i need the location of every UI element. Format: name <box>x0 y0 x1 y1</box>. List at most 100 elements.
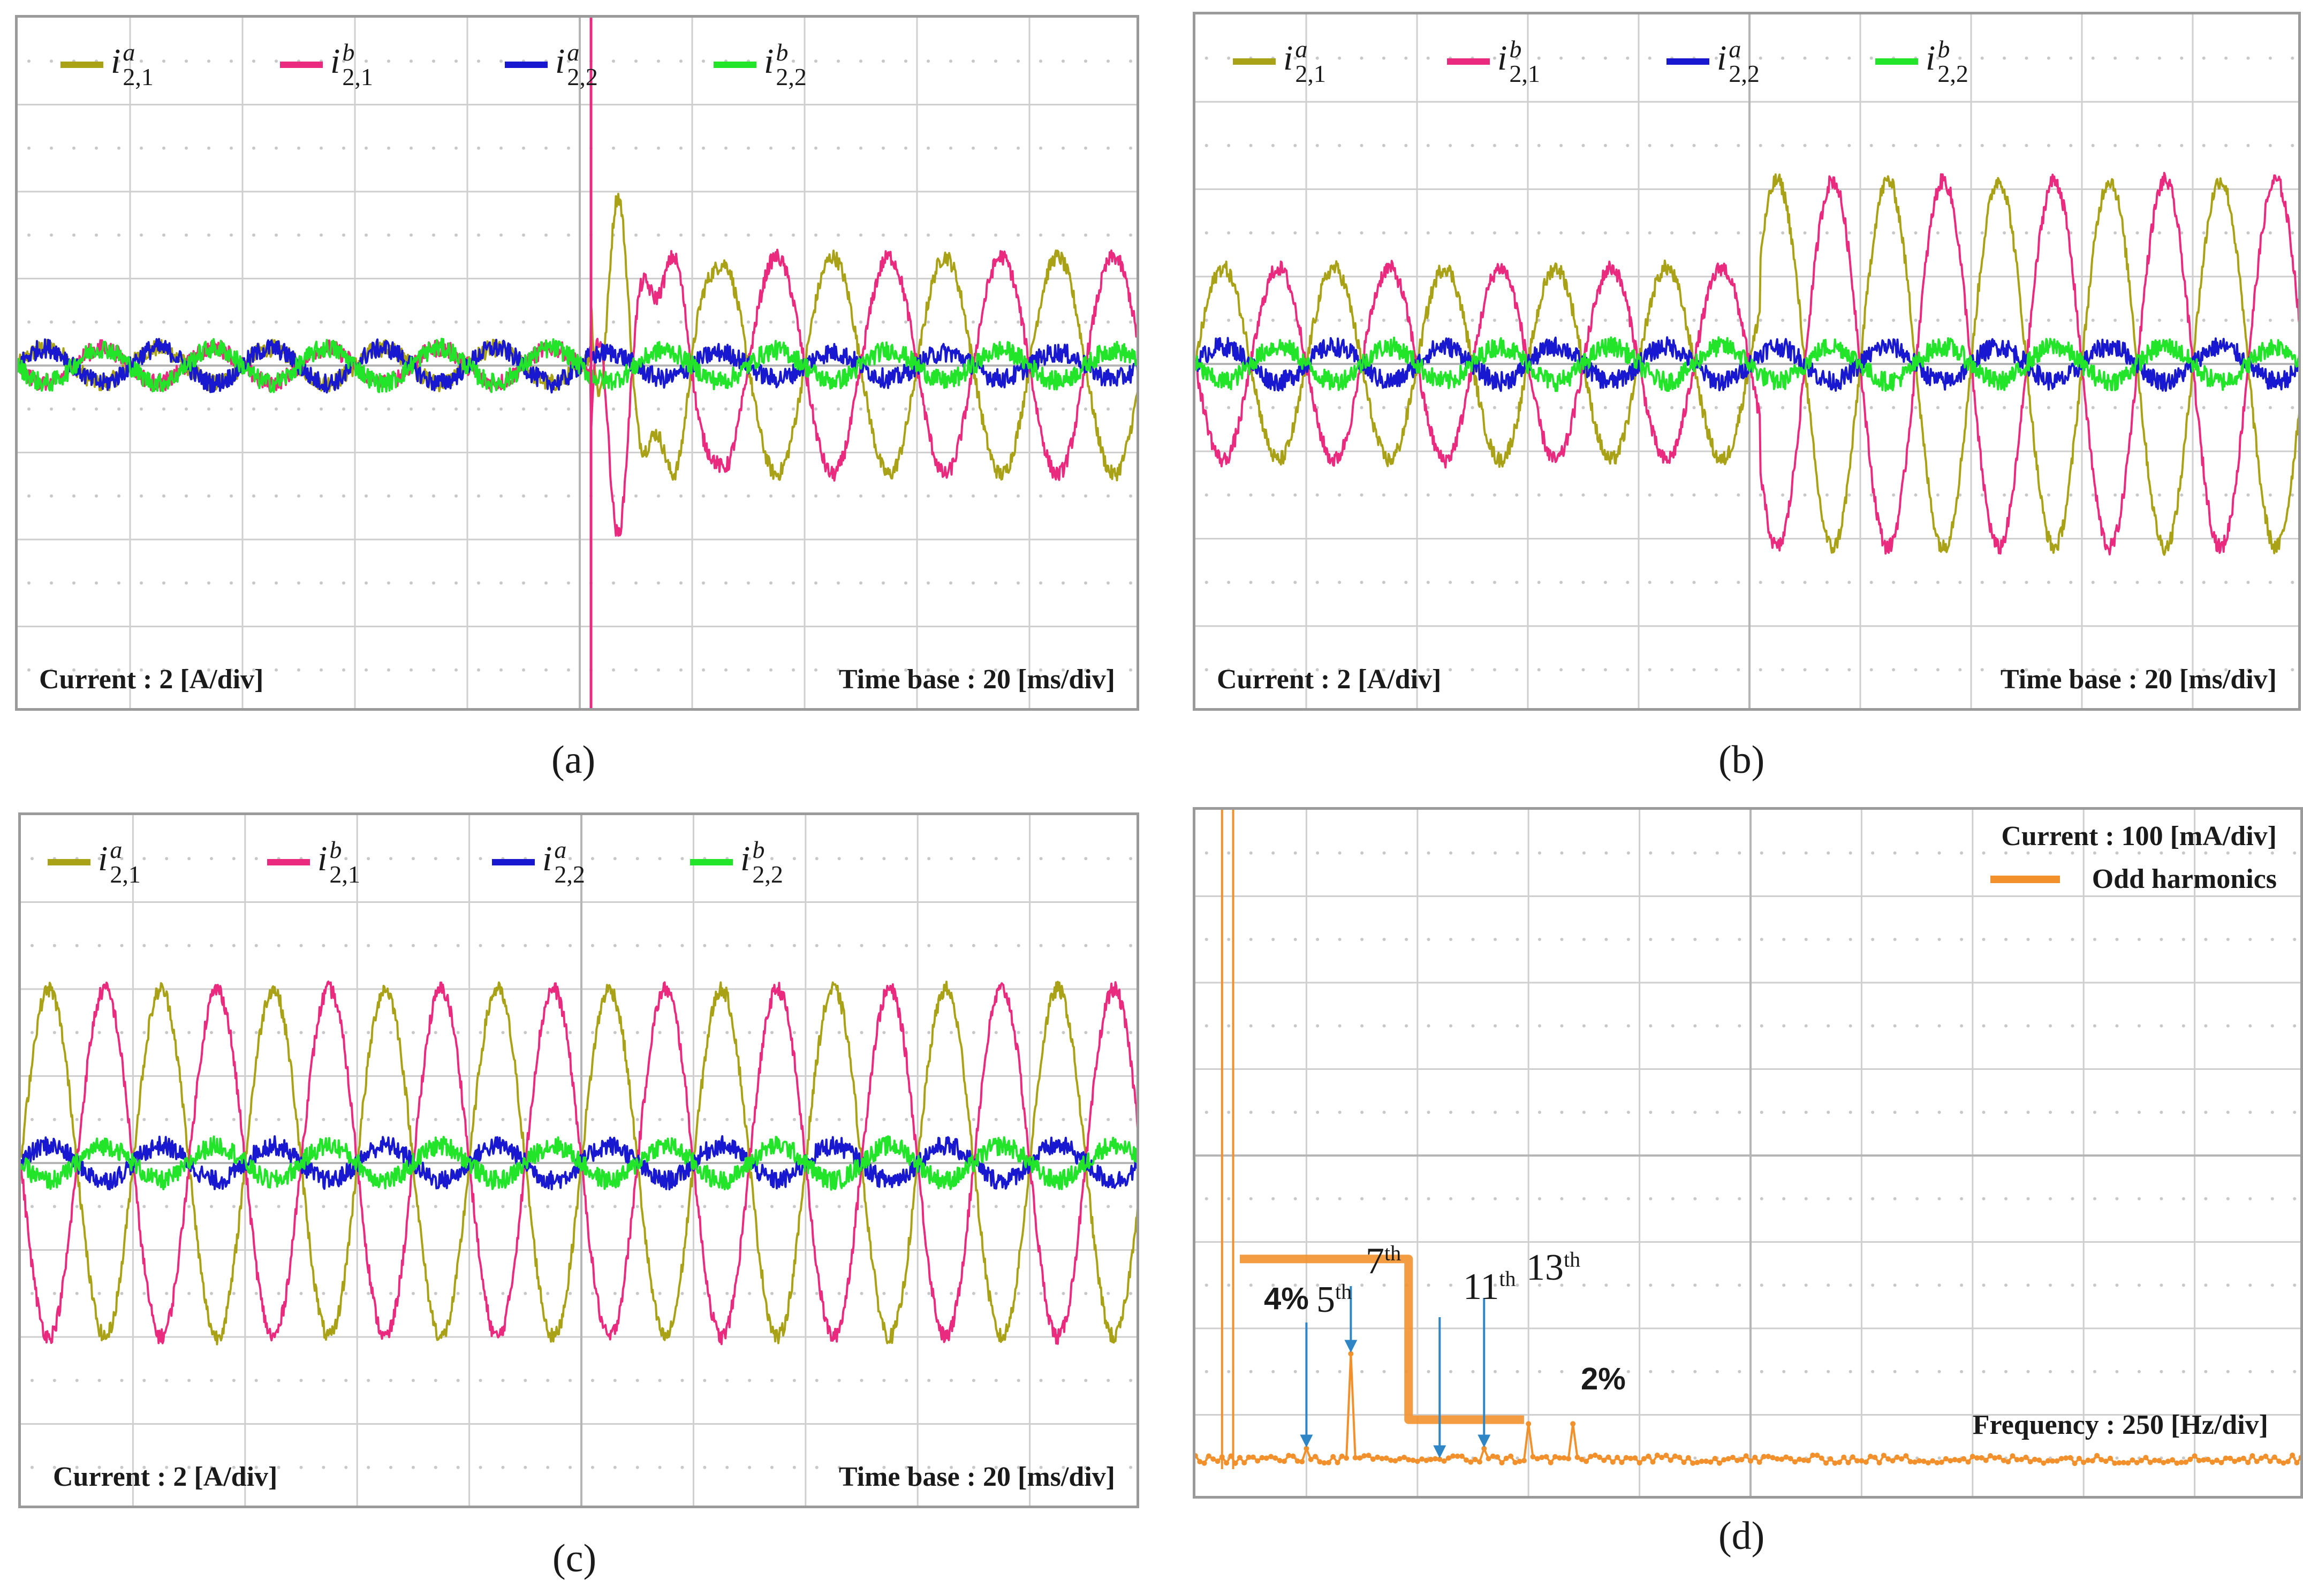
panel-d-grid-dot <box>1715 1111 1719 1114</box>
panel-c-grid-dot <box>590 1379 594 1382</box>
panel-a-grid-dot <box>747 233 750 237</box>
panel-b-grid-dot <box>1737 581 1740 584</box>
panel-c-grid-dot <box>299 1465 303 1469</box>
panel-b-grid-dot <box>1958 143 1962 147</box>
panel-c-grid-dot <box>860 857 863 861</box>
panel-d-spectrum-point <box>2125 1460 2131 1466</box>
panel-b-grid-dot <box>1471 231 1474 235</box>
panel-a-grid-dot <box>365 233 368 237</box>
panel-d-grid-dot <box>2004 938 2008 941</box>
panel-b-grid-dot <box>1404 668 1408 672</box>
panel-d-spectrum-point <box>1979 1455 1984 1461</box>
panel-b-grid-dot <box>2025 493 2028 497</box>
panel-a-grid-dot <box>477 581 480 585</box>
panel-d-grid-dot <box>2026 938 2030 941</box>
panel-d-grid-dot <box>1982 1197 1986 1200</box>
panel-a-grid-dot <box>499 494 503 498</box>
panel-b-grid-dot <box>1493 318 1496 322</box>
panel-d-grid-dot <box>1560 938 1564 941</box>
panel-b-grid-dot <box>2202 231 2206 235</box>
panel-a-grid-dot <box>657 581 660 585</box>
panel-a-grid-dot <box>185 581 188 585</box>
panel-d-grid-dot <box>1760 1370 1763 1373</box>
panel-d-grid-dot <box>1338 1111 1342 1114</box>
panel-c-grid-dot <box>75 944 79 947</box>
panel-c-grid-dot <box>1062 944 1065 947</box>
panel-a-grid-dot <box>747 668 750 672</box>
panel-a-grid-dot <box>72 581 75 585</box>
panel-d-spectrum-point <box>2001 1457 2006 1463</box>
panel-d-grid-dot <box>1849 938 1852 941</box>
panel-d-grid-dot <box>2115 1024 2119 1028</box>
panel-c-grid-dot <box>367 857 370 861</box>
panel-c-grid-dot <box>725 944 729 947</box>
panel-a-grid-dot <box>972 320 975 324</box>
panel-d: Current : 100 [mA/div] Odd harmonics Fre… <box>1193 807 2303 1499</box>
panel-c-grid-dot <box>569 1291 572 1295</box>
panel-b-grid-dot <box>1249 406 1253 409</box>
panel-c-grid-dot <box>770 1031 774 1035</box>
panel-a-grid-dot <box>724 581 728 585</box>
panel-c-grid-dot <box>1084 1291 1088 1295</box>
panel-a-grid-dot <box>657 407 660 411</box>
panel-d-grid-dot <box>1271 1197 1275 1200</box>
panel-b-grid-dot <box>1227 143 1231 147</box>
panel-a-grid-dot <box>387 146 390 150</box>
panel-c-grid-dot <box>232 1379 236 1382</box>
panel-d-spectrum-point <box>1890 1458 1896 1464</box>
panel-c-grid-dot <box>905 1379 908 1382</box>
panel-d-spectrum-point <box>1752 1454 1758 1460</box>
panel-b-grid-dot <box>1737 56 1740 60</box>
panel-d-grid-dot <box>1760 1283 1763 1287</box>
panel-c-grid-dot <box>479 1118 482 1121</box>
panel-a-grid-dot <box>859 494 862 498</box>
panel-d-spectrum-point <box>1628 1455 1634 1461</box>
panel-c-grid-dot <box>344 944 348 947</box>
panel-c-grid-dot <box>658 1465 662 1469</box>
panel-d-grid-dot <box>1427 1111 1430 1114</box>
panel-d-grid-dot <box>1693 1111 1697 1114</box>
panel-c-grid-dot <box>97 1118 101 1121</box>
panel-a-grid-dot <box>612 581 615 585</box>
panel-b-grid-dot <box>2025 668 2028 672</box>
panel-d-spectrum-point <box>2076 1455 2082 1461</box>
panel-d-spectrum-point <box>1925 1460 1931 1466</box>
panel-b-grid-dot <box>1759 231 1762 235</box>
panel-a-grid-dot <box>904 320 907 324</box>
panel-c-grid-dot <box>120 1291 124 1295</box>
panel-d-grid-dot <box>1937 1111 1941 1114</box>
panel-c-grid-dot <box>972 1379 975 1382</box>
panel-d-grid-dot <box>1493 1370 1497 1373</box>
panel-b-grid-dot <box>1648 493 1652 497</box>
panel-b-grid-dot <box>1449 493 1452 497</box>
panel-c-grid-dot <box>209 1031 213 1035</box>
panel-b-grid-dot <box>1692 143 1696 147</box>
panel-b-grid-dot <box>1803 493 1807 497</box>
panel-a-grid-dot <box>72 233 75 237</box>
panel-d-spectrum-point <box>2085 1457 2091 1463</box>
panel-c-grid-dot <box>524 1118 527 1121</box>
panel-c-grid-dot <box>367 944 370 947</box>
panel-c-grid-dot <box>658 857 662 861</box>
panel-c-grid-dot <box>972 944 975 947</box>
panel-d-spectrum-point <box>2094 1453 2100 1458</box>
panel-d-spectrum-point <box>2143 1455 2149 1461</box>
panel-c-grid-dot <box>792 857 796 861</box>
panel-d-spectrum-point <box>1787 1456 1793 1462</box>
panel-d-grid-dot <box>1316 1111 1320 1114</box>
panel-a-grid-dot <box>1062 407 1065 411</box>
panel-a-grid-dot <box>410 581 413 585</box>
panel-d-spectrum-point <box>1792 1459 1798 1465</box>
panel-a-grid-dot <box>859 320 862 324</box>
panel-c-grid-dot <box>411 1379 415 1382</box>
panel-a-grid-dot <box>454 407 458 411</box>
panel-d-grid-dot <box>1516 938 1519 941</box>
panel-a-grid-dot <box>162 581 165 585</box>
panel-c-grid-dot <box>635 857 639 861</box>
panel-a-grid-dot <box>814 146 817 150</box>
panel-a-grid-dot <box>499 146 503 150</box>
panel-b-grid-dot <box>1892 318 1896 322</box>
panel-d-grid-dot <box>2226 1197 2230 1200</box>
panel-c-grid-dot <box>590 1291 594 1295</box>
panel-a-grid-dot <box>702 494 705 498</box>
